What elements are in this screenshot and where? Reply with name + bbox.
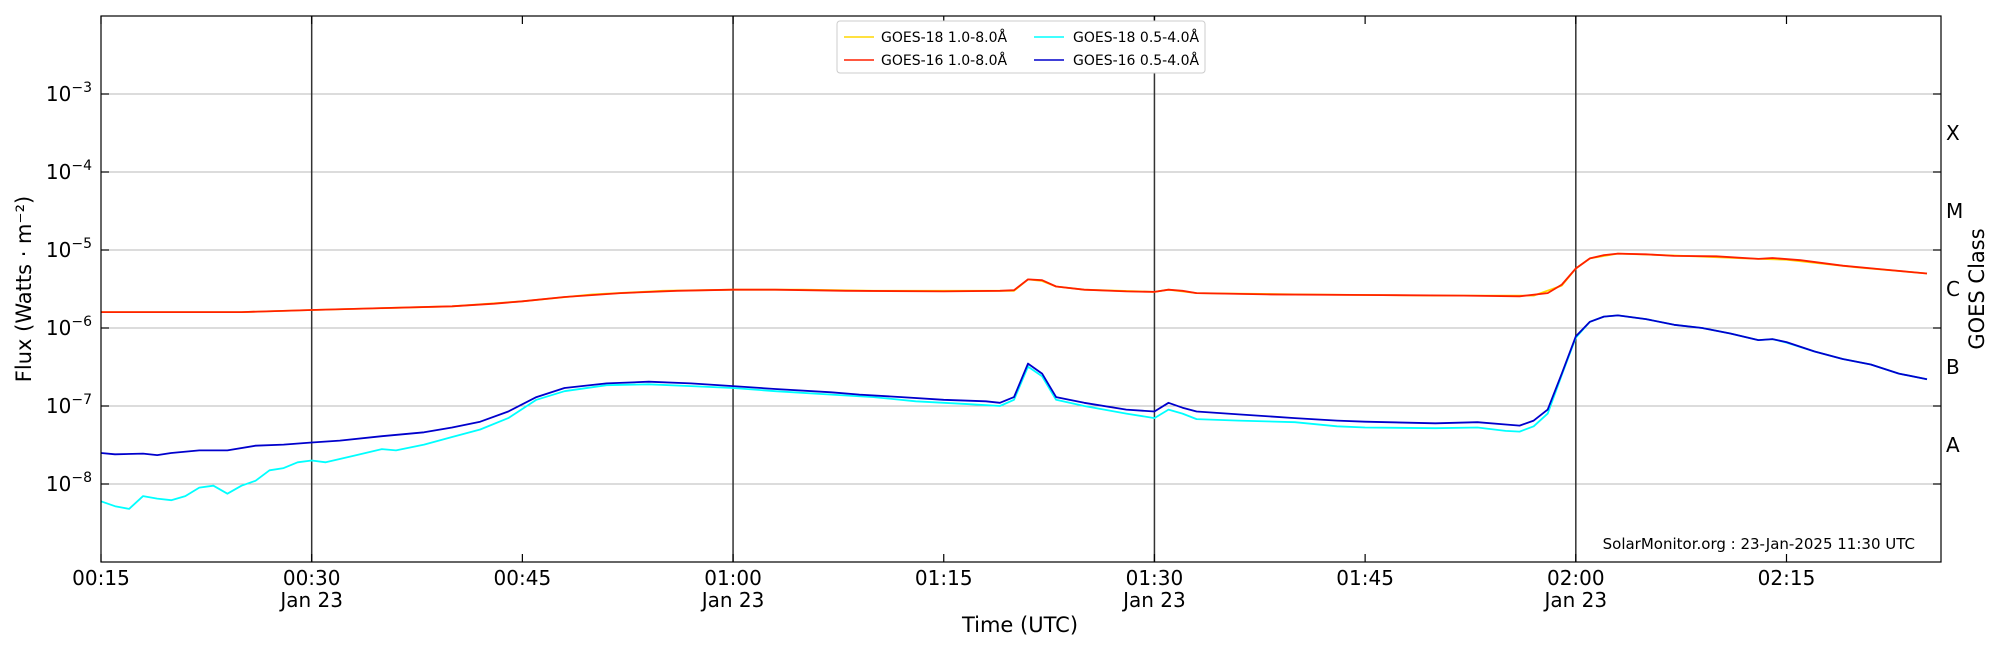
x-tick-label-8: 02:15 [1758, 566, 1816, 590]
y-axis-title: Flux (Watts · m⁻²) [12, 196, 36, 382]
x-tick-label-1: 00:30 [283, 566, 341, 590]
grid-layer [101, 93, 1941, 485]
right-axis-title: GOES Class [1965, 228, 1989, 349]
day-marker-lines [310, 16, 1577, 562]
y-tick-label-5: 10−3 [46, 80, 92, 106]
y-tick-label-1: 10−7 [46, 392, 92, 418]
x-tick-label-0: 00:15 [72, 566, 130, 590]
y-tick-label-0: 10−8 [46, 470, 92, 496]
x-tick-label-5: 01:30 [1126, 566, 1184, 590]
x-tick-sublabel-1: Jan 23 [278, 588, 343, 612]
x-tick-label-6: 01:45 [1336, 566, 1394, 590]
credit-text: SolarMonitor.org : 23-Jan-2025 11:30 UTC [1603, 535, 1915, 553]
series-line-3 [100, 314, 1928, 457]
goes-class-x: X [1946, 121, 1960, 145]
y-axis-ticks: 10−8 10−7 10−6 10−5 10−4 10−3 [46, 80, 1941, 496]
goes-class-m: M [1946, 199, 1963, 223]
legend-box [836, 20, 1206, 74]
goes-class-b: B [1946, 355, 1960, 379]
legend: GOES-18 1.0-8.0Å GOES-18 0.5-4.0Å GOES-1… [836, 20, 1206, 74]
x-tick-label-4: 01:15 [915, 566, 973, 590]
goes-class-c: C [1946, 277, 1960, 301]
legend-label-goes16-long: GOES-16 1.0-8.0Å [881, 52, 1007, 69]
y-tick-label-4: 10−4 [46, 158, 92, 184]
series-layer [100, 252, 1928, 510]
x-tick-label-3: 01:00 [704, 566, 762, 590]
goes-class-labels: A B C M X [1946, 121, 1963, 457]
x-tick-sublabel-5: Jan 23 [1121, 588, 1186, 612]
x-tick-sublabel-7: Jan 23 [1542, 588, 1607, 612]
y-tick-label-3: 10−5 [46, 236, 92, 262]
x-axis-title: Time (UTC) [961, 613, 1078, 637]
x-tick-label-2: 00:45 [494, 566, 552, 590]
legend-label-goes18-long: GOES-18 1.0-8.0Å [881, 29, 1007, 46]
x-tick-sublabel-3: Jan 23 [700, 588, 765, 612]
y-tick-label-2: 10−6 [46, 314, 92, 340]
series-line-1 [101, 252, 1928, 314]
legend-label-goes18-short: GOES-18 0.5-4.0Å [1073, 29, 1199, 46]
legend-label-goes16-short: GOES-16 0.5-4.0Å [1073, 52, 1199, 69]
x-tick-label-7: 02:00 [1547, 566, 1605, 590]
plot-frame [100, 15, 1942, 563]
goes-class-a: A [1946, 433, 1960, 457]
